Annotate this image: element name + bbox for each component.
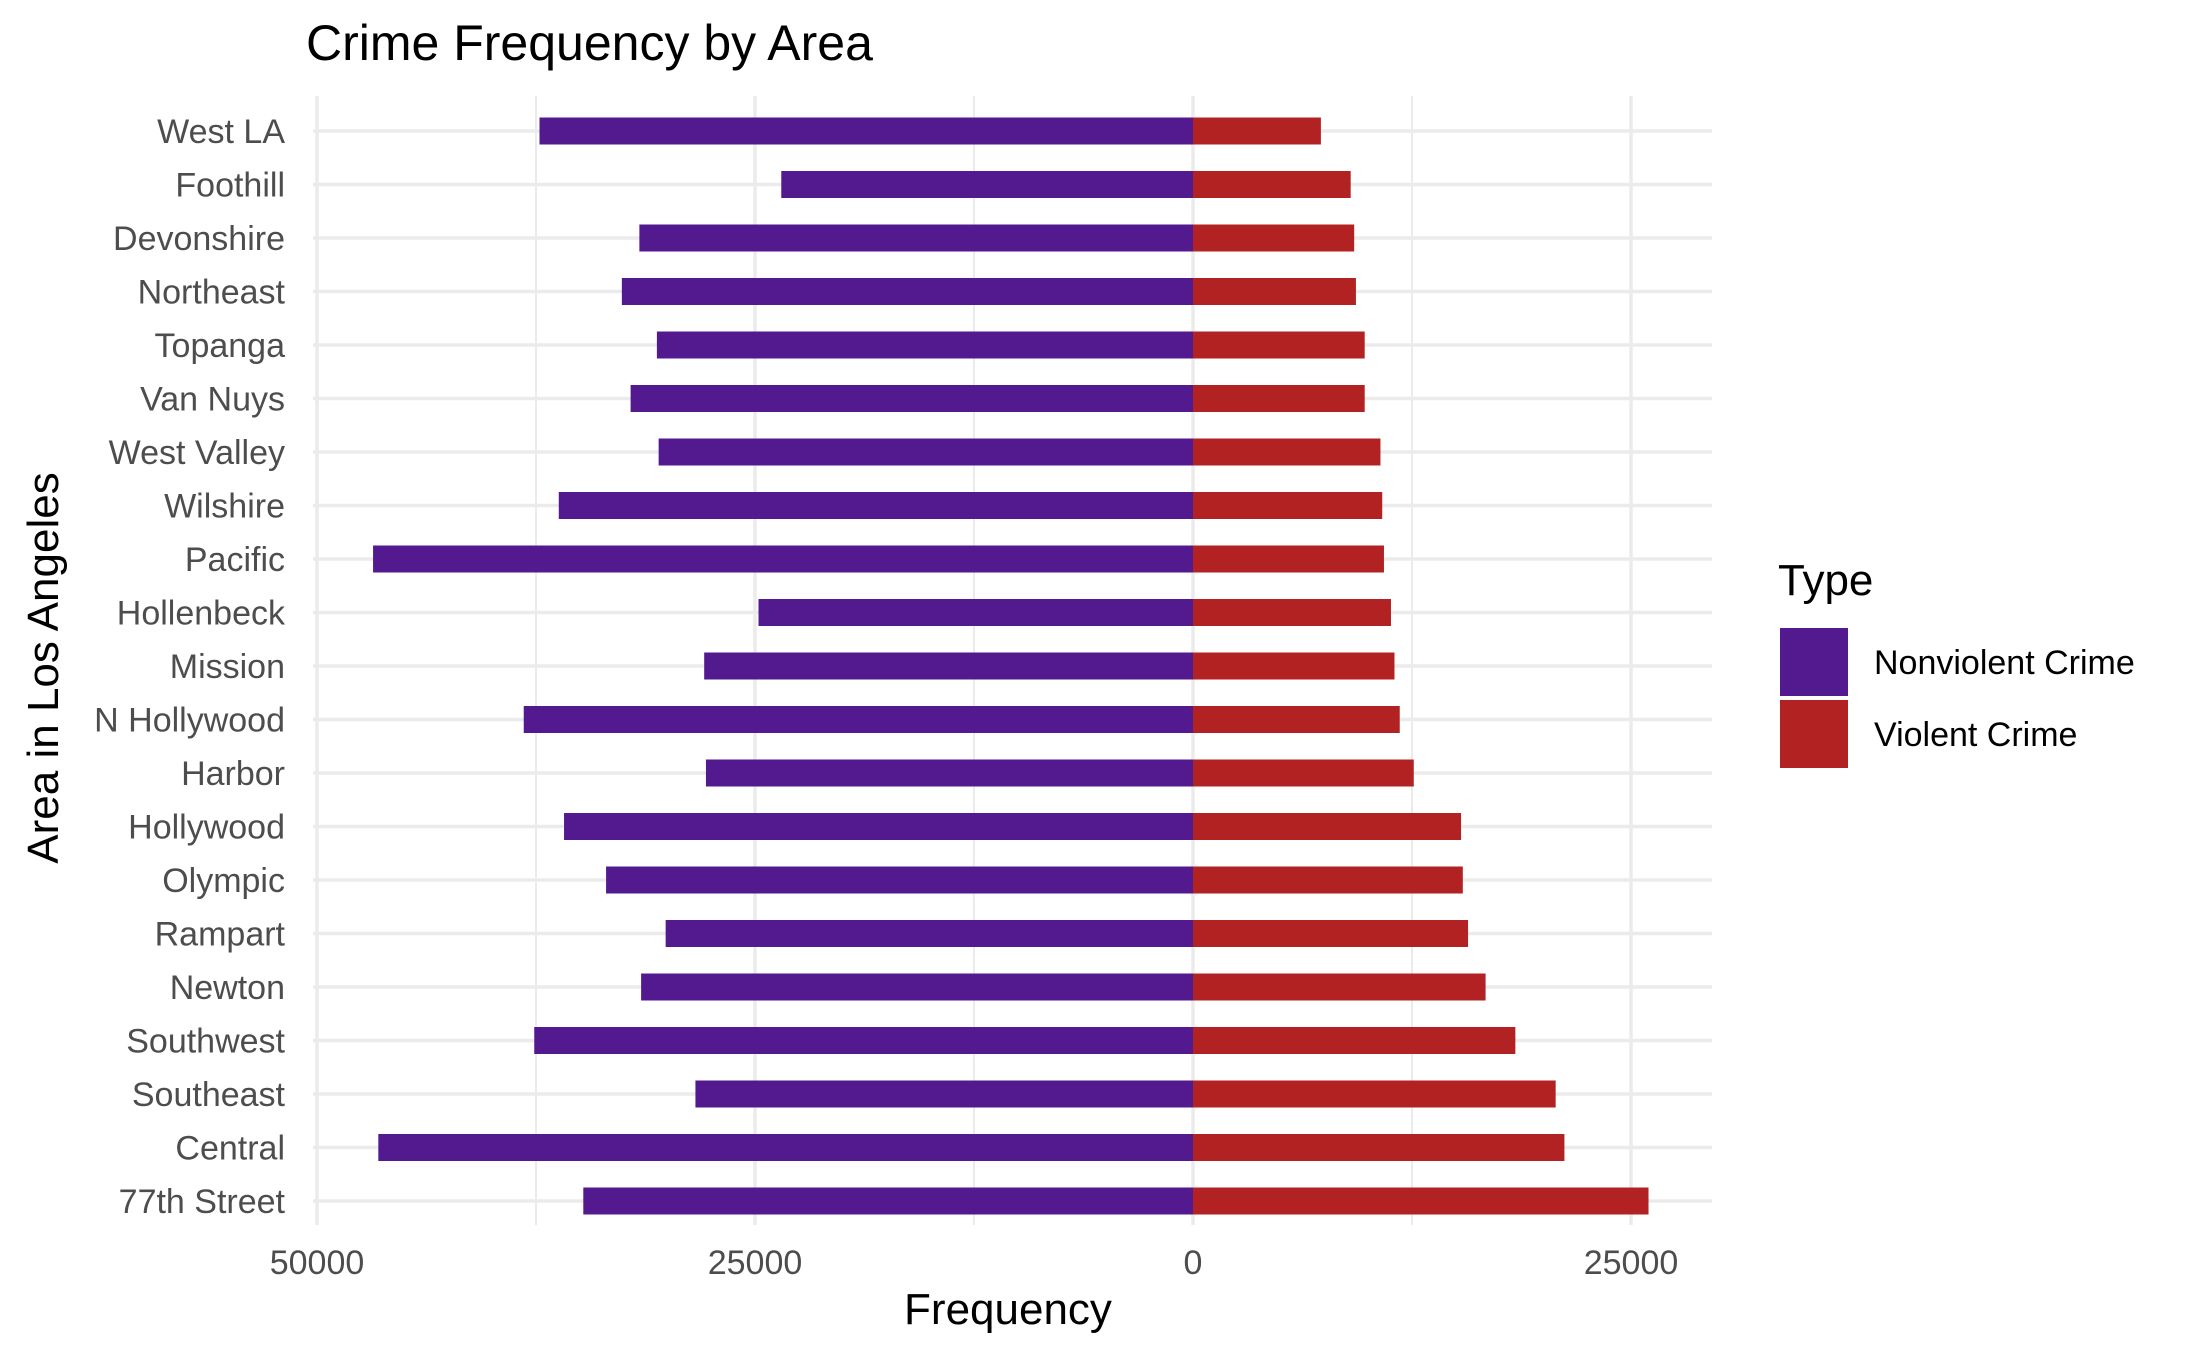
bar-nonviolent-newton <box>641 973 1193 1001</box>
bar-violent-northeast <box>1193 278 1356 305</box>
bar-violent-van-nuys <box>1193 385 1365 412</box>
y-tick-label-devonshire: Devonshire <box>113 220 285 258</box>
legend: Type Nonviolent Crime Violent Crime <box>1778 556 2135 768</box>
bars <box>373 117 1649 1215</box>
y-axis-ticks: West LA Foothill Devonshire Northeast Topang… <box>94 113 286 1221</box>
y-tick-label-wilshire: Wilshire <box>164 488 285 526</box>
x-axis-ticks: 50000 25000 0 25000 <box>270 1244 1679 1282</box>
y-tick-label-pacific: Pacific <box>185 541 285 579</box>
y-tick-label-hollenbeck: Hollenbeck <box>117 595 286 633</box>
legend-swatch-nonviolent <box>1780 628 1848 696</box>
x-tick-label: 0 <box>1184 1244 1203 1282</box>
bar-violent-southwest <box>1193 1027 1516 1054</box>
bar-violent-olympic <box>1193 866 1463 894</box>
legend-swatch-violent <box>1780 700 1848 768</box>
y-tick-label-west-la: West LA <box>157 113 285 151</box>
y-tick-label-mission: Mission <box>170 648 285 686</box>
bar-nonviolent-olympic <box>606 866 1193 894</box>
bar-violent-rampart <box>1193 920 1469 947</box>
y-tick-label-southwest: Southwest <box>126 1023 285 1061</box>
bar-violent-n-hollywood <box>1193 706 1400 733</box>
bar-nonviolent-harbor <box>705 759 1193 787</box>
bar-violent-foothill <box>1193 171 1351 198</box>
bar-nonviolent-77th-street <box>583 1187 1193 1215</box>
bar-nonviolent-wilshire <box>558 492 1193 519</box>
bar-nonviolent-n-hollywood <box>523 706 1193 733</box>
y-tick-label-77th-street: 77th Street <box>119 1183 286 1221</box>
y-tick-label-rampart: Rampart <box>155 916 286 954</box>
bar-violent-77th-street <box>1193 1187 1649 1215</box>
y-tick-label-olympic: Olympic <box>162 862 285 900</box>
y-tick-label-harbor: Harbor <box>181 755 285 793</box>
y-tick-label-topanga: Topanga <box>155 327 286 365</box>
bar-violent-topanga <box>1193 331 1365 359</box>
bar-violent-newton <box>1193 973 1486 1001</box>
bar-nonviolent-devonshire <box>639 224 1193 252</box>
y-tick-label-van-nuys: Van Nuys <box>140 381 285 419</box>
y-tick-label-n-hollywood: N Hollywood <box>94 702 285 740</box>
bar-nonviolent-central <box>378 1134 1193 1161</box>
x-tick-label: 25000 <box>1584 1244 1679 1282</box>
y-axis-title: Area in Los Angeles <box>19 472 68 863</box>
legend-label-nonviolent: Nonviolent Crime <box>1874 644 2135 682</box>
legend-label-violent: Violent Crime <box>1874 716 2077 754</box>
x-tick-label: 25000 <box>708 1244 803 1282</box>
bar-nonviolent-rampart <box>665 920 1193 947</box>
bar-nonviolent-mission <box>704 652 1193 680</box>
bar-violent-mission <box>1193 652 1395 680</box>
y-tick-label-west-valley: West Valley <box>109 434 285 472</box>
bar-nonviolent-foothill <box>781 171 1193 198</box>
bar-nonviolent-hollywood <box>564 813 1193 840</box>
bar-violent-southeast <box>1193 1080 1556 1108</box>
y-tick-label-central: Central <box>175 1130 285 1168</box>
chart-title: Crime Frequency by Area <box>306 15 873 71</box>
bar-nonviolent-pacific <box>373 545 1194 573</box>
bar-violent-west-la <box>1193 117 1321 145</box>
bar-nonviolent-northeast <box>621 278 1193 305</box>
bar-violent-hollywood <box>1193 813 1462 840</box>
y-tick-label-foothill: Foothill <box>175 167 285 205</box>
y-tick-label-newton: Newton <box>170 969 285 1007</box>
bar-violent-hollenbeck <box>1193 599 1391 626</box>
x-axis-title: Frequency <box>904 1285 1112 1334</box>
bar-nonviolent-van-nuys <box>630 385 1193 412</box>
bar-nonviolent-west-valley <box>658 438 1193 466</box>
bar-nonviolent-hollenbeck <box>758 599 1193 626</box>
bar-violent-devonshire <box>1193 224 1355 252</box>
bar-nonviolent-topanga <box>656 331 1193 359</box>
y-tick-label-hollywood: Hollywood <box>128 809 285 847</box>
x-tick-label: 50000 <box>270 1244 365 1282</box>
bar-violent-harbor <box>1193 759 1414 787</box>
y-tick-label-southeast: Southeast <box>132 1076 286 1114</box>
bar-nonviolent-west-la <box>539 117 1193 145</box>
bar-nonviolent-southeast <box>695 1080 1193 1108</box>
bar-violent-west-valley <box>1193 438 1381 466</box>
y-tick-label-northeast: Northeast <box>138 274 286 312</box>
bar-violent-central <box>1193 1134 1565 1161</box>
legend-title: Type <box>1778 556 1873 605</box>
bar-violent-wilshire <box>1193 492 1383 519</box>
bar-violent-pacific <box>1193 545 1384 573</box>
bar-nonviolent-southwest <box>534 1027 1193 1054</box>
